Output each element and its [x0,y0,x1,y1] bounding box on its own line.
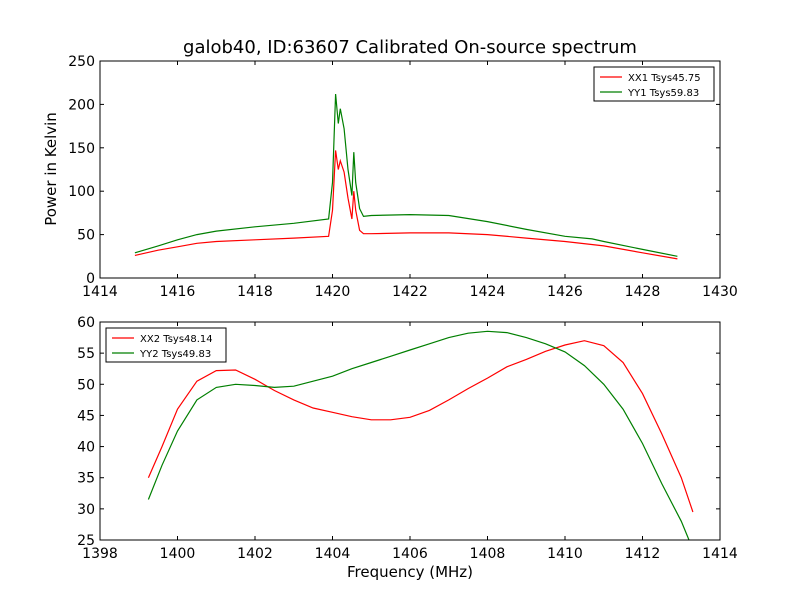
bottom-legend: XX2 Tsys48.14 YY2 Tsys49.83 [105,327,227,363]
top-plot-panel: 1414 1416 1418 1420 1422 1424 1426 1428 1430 0 50 1… [68,54,738,300]
top-y-tick-label: 150 [68,141,95,157]
top-legend-label-1: XX1 Tsys45.75 [628,73,701,84]
top-y-tick-label: 250 [68,54,95,70]
bottom-series-line-2 [147,330,690,541]
bottom-y-tick-label: 50 [77,377,95,393]
top-x-tick-label: 1430 [702,284,738,300]
bottom-y-tick-label: 60 [77,315,95,331]
bottom-x-axis-label: Frequency (MHz) [347,563,473,581]
top-y-tick-label: 50 [77,228,95,244]
top-x-tick-label: 1416 [160,284,196,300]
bottom-y-tick-label: 45 [77,408,95,424]
bottom-x-tick-label: 1406 [392,546,428,562]
top-x-tick-label: 1424 [470,284,506,300]
bottom-x-tick-label: 1398 [82,546,118,562]
bottom-y-tick-label: 55 [77,346,95,362]
top-y-tick-label: 0 [86,271,95,287]
top-x-tick-label: 1418 [237,284,273,300]
chart-title: galob40, ID:63607 Calibrated On-source s… [183,37,637,58]
bottom-legend-label-2: YY2 Tsys49.83 [139,349,211,360]
bottom-x-tick-label: 1400 [160,546,196,562]
bottom-legend-label-1: XX2 Tsys48.14 [140,334,213,345]
bottom-x-tick-label: 1410 [547,546,583,562]
bottom-x-tick-label: 1414 [702,546,738,562]
top-x-tick-label: 1426 [547,284,583,300]
top-series-line-1 [134,150,678,260]
top-legend-box [593,66,715,102]
top-x-tick-label: 1414 [82,284,118,300]
top-y-axis-label: Power in Kelvin [42,112,60,226]
top-legend-label-2: YY1 Tsys59.83 [627,88,699,99]
bottom-y-tick-label: 40 [77,440,95,456]
bottom-legend-box [105,327,227,363]
top-x-tick-label: 1420 [315,284,351,300]
bottom-plot-panel: 1398 1400 1402 1404 1406 1408 1410 1412 1414 25 30… [77,315,738,562]
top-series-line-2 [134,93,678,257]
top-y-tick-label: 200 [68,97,95,113]
top-x-tick-label: 1422 [392,284,428,300]
bottom-x-tick-label: 1402 [237,546,273,562]
top-x-tick-label: 1428 [625,284,661,300]
bottom-y-tick-label: 25 [77,533,95,549]
bottom-x-tick-label: 1412 [625,546,661,562]
bottom-y-tick-label: 30 [77,502,95,518]
bottom-y-tick-label: 35 [77,471,95,487]
bottom-series-line-1 [147,340,694,513]
bottom-x-tick-label: 1404 [315,546,351,562]
top-y-tick-label: 100 [68,184,95,200]
bottom-x-tick-label: 1408 [470,546,506,562]
top-legend: XX1 Tsys45.75 YY1 Tsys59.83 [593,66,715,102]
